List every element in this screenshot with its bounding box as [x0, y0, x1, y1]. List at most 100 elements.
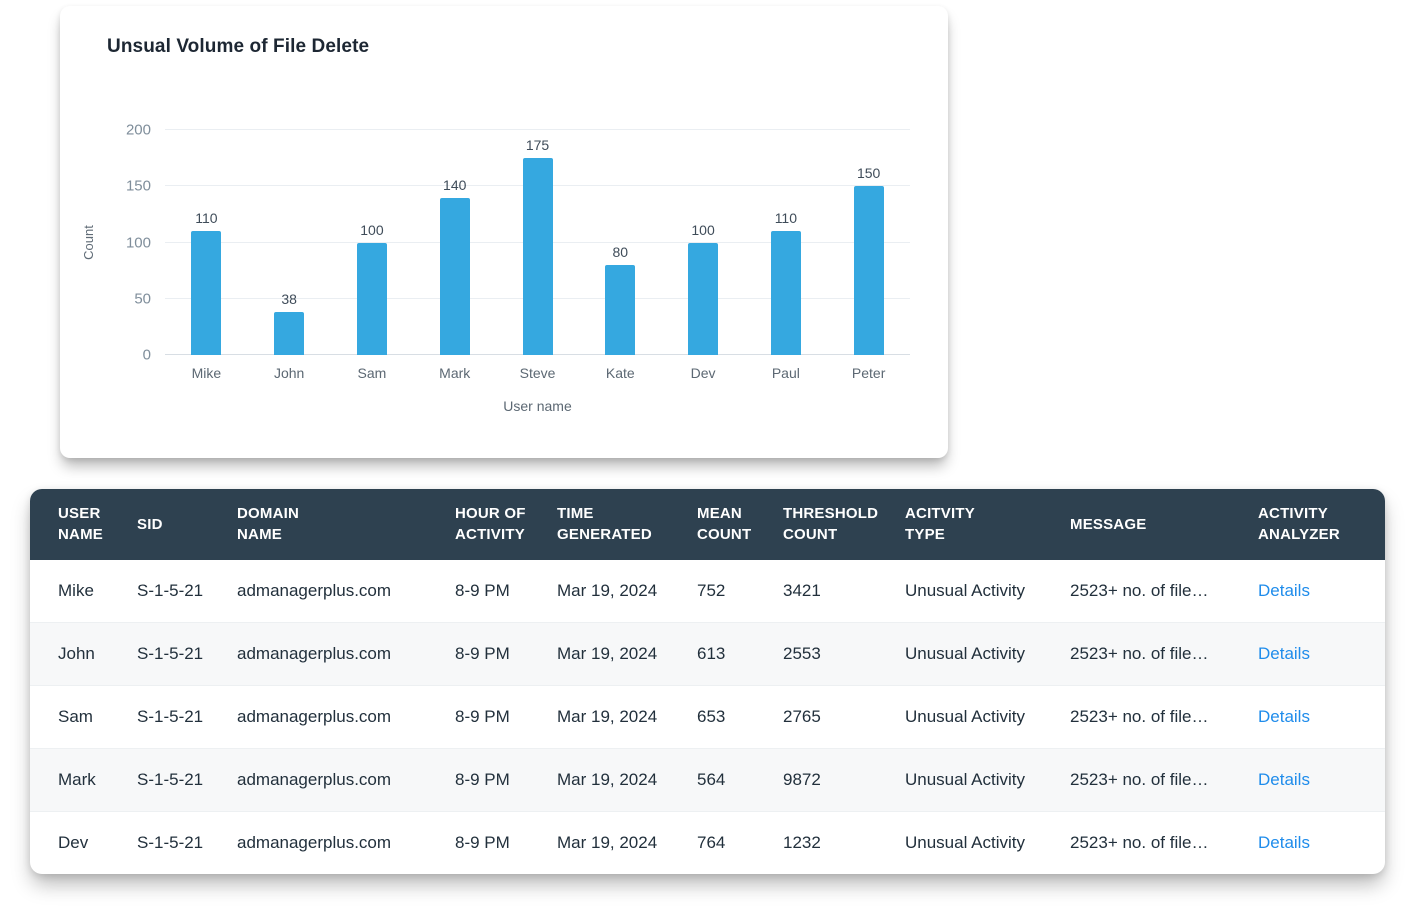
cell-sid: S-1-5-21: [137, 580, 204, 600]
gridline: [165, 129, 910, 130]
cell-domain-name: admanagerplus.com: [237, 684, 455, 749]
bar-paul: [770, 231, 801, 355]
cell-hour-of-activity: 8-9 PM: [455, 684, 557, 749]
bar-slot: 80: [579, 130, 662, 355]
table-row: John S-1-5-21 admanagerplus.com 8-9 PM Mar 1…: [30, 621, 1385, 686]
column-header-threshold-count: THRESHOLD COUNT: [783, 489, 905, 560]
bar-value-label: 110: [195, 210, 218, 227]
cell-time-generated: Mar 19, 2024: [557, 684, 697, 749]
cell-activity-type: Unusual Activity: [905, 684, 1070, 749]
details-link[interactable]: Details: [1258, 769, 1310, 789]
bar-value-label: 150: [856, 165, 881, 182]
bar-value-label: 38: [281, 291, 297, 308]
cell-hour-of-activity: 8-9 PM: [455, 810, 557, 874]
cell-threshold-count: 9872: [783, 747, 905, 812]
cell-activity-type: Unusual Activity: [905, 747, 1070, 812]
x-tick-label: John: [273, 365, 305, 381]
cell-time-generated: Mar 19, 2024: [557, 580, 658, 600]
cell-message: 2523+ no. of file…: [1070, 621, 1258, 686]
table-row: Sam S-1-5-21 admanagerplus.com 8-9 PM Mar 19…: [30, 684, 1385, 749]
chart-card: Unsual Volume of File Delete Count 110 38…: [60, 6, 948, 458]
y-tick-label: 0: [142, 346, 151, 364]
cell-threshold-count: 1232: [783, 810, 905, 874]
cell-domain-name: admanagerplus.com: [237, 747, 455, 812]
alerts-table-card: USER NAME SID DOMAIN NAME HOUR OF ACTIVITY T…: [30, 489, 1385, 874]
table-header-row: USER NAME SID DOMAIN NAME HOUR OF ACTIVITY T…: [30, 489, 1385, 560]
column-header-activity-type: ACITVITY TYPE: [905, 489, 1070, 560]
chart-title: Unsual Volume of File Delete: [107, 36, 370, 57]
cell-activity-analyzer: Details: [1258, 621, 1385, 686]
cell-mean-count: 653: [697, 684, 783, 749]
bar-slot: 140: [413, 130, 496, 355]
cell-domain-name: admanagerplus.com: [237, 810, 455, 874]
x-tick-label: Sam: [357, 365, 387, 381]
cell-mean-count: 764: [697, 810, 783, 874]
alerts-table: USER NAME SID DOMAIN NAME HOUR OF ACTIVITY T…: [30, 489, 1385, 874]
x-tick-labels-row: Mike John Sam Mark Steve Kate Dev Paul Peter: [165, 365, 910, 381]
cell-threshold-count: 2765: [783, 684, 905, 749]
bar-mike: [191, 231, 222, 355]
cell-domain-name: admanagerplus.com: [237, 621, 455, 686]
bar-kate: [605, 265, 636, 355]
cell-domain-name: admanagerplus.com: [237, 580, 392, 600]
x-tick-label: Steve: [519, 365, 556, 381]
cell-sid: S-1-5-21: [137, 747, 237, 812]
cell-threshold-count: 2553: [783, 621, 905, 686]
bar-slot: 110: [165, 130, 248, 355]
details-link[interactable]: Details: [1258, 643, 1310, 663]
column-header-time-generated: TIME GENERATED: [557, 489, 697, 560]
column-header-mean-count: MEAN COUNT: [697, 489, 783, 560]
cell-threshold-count: 3421: [783, 580, 821, 600]
bar-mark: [439, 197, 470, 355]
details-link[interactable]: Details: [1258, 832, 1310, 852]
bar-slot: 38: [248, 130, 331, 355]
column-header-sid: SID: [137, 489, 237, 560]
y-tick-label: 150: [125, 177, 151, 195]
cell-activity-type: Unusual Activity: [905, 810, 1070, 874]
bar-value-label: 80: [612, 244, 629, 260]
cell-message: 2523+ no. of file…: [1070, 684, 1258, 749]
column-header-domain-name: DOMAIN NAME: [237, 489, 455, 560]
cell-activity-type: Unusual Activity: [905, 621, 1070, 686]
y-tick-label: 50: [134, 290, 151, 308]
table-body: Mike S-1-5-21 admanagerplus.com 8-9 PM Mar 1…: [30, 560, 1385, 874]
details-link[interactable]: Details: [1258, 580, 1310, 600]
x-tick-label: Mike: [191, 365, 222, 381]
cell-time-generated: Mar 19, 2024: [557, 810, 697, 874]
bar-slot: 100: [331, 130, 414, 355]
table-row: Mike S-1-5-21 admanagerplus.com 8-9 PM Mar 1…: [30, 560, 1385, 623]
cell-user-name: Mike: [58, 580, 94, 600]
cell-activity-analyzer: Details: [1258, 560, 1385, 623]
y-tick-label: 200: [125, 121, 151, 139]
y-axis-label: Count: [80, 225, 96, 260]
cell-hour-of-activity: 8-9 PM: [455, 580, 510, 600]
y-tick-label: 100: [125, 234, 151, 251]
bar-dev: [688, 242, 719, 355]
column-header-message: MESSAGE: [1070, 489, 1258, 560]
cell-user-name: Dev: [30, 810, 137, 874]
cell-activity-analyzer: Details: [1258, 747, 1385, 812]
cell-activity-analyzer: Details: [1258, 684, 1385, 749]
bar-value-label: 175: [525, 137, 550, 154]
x-tick-label: Kate: [605, 365, 635, 381]
column-header-user-name: USER NAME: [30, 489, 137, 560]
cell-user-name: Mark: [30, 747, 137, 812]
cell-mean-count: 613: [697, 621, 783, 686]
bar-value-label: 100: [360, 221, 384, 238]
x-tick-label: Mark: [439, 365, 471, 381]
x-tick-label: Paul: [771, 365, 800, 381]
bars-row: 110 38 100 140 175 80 100 110 150: [165, 130, 910, 355]
cell-sid: S-1-5-21: [137, 810, 237, 874]
cell-user-name: Sam: [30, 684, 137, 749]
cell-activity-analyzer: Details: [1258, 810, 1385, 874]
table-row: Dev S-1-5-21 admanagerplus.com 8-9 PM Mar 19…: [30, 810, 1385, 874]
x-tick-label: Dev: [690, 365, 716, 381]
column-header-activity-analyzer: ACTIVITY ANALYZER: [1258, 489, 1385, 560]
details-link[interactable]: Details: [1258, 706, 1310, 726]
bar-slot: 110: [744, 130, 827, 355]
cell-sid: S-1-5-21: [137, 684, 237, 749]
cell-sid: S-1-5-21: [137, 621, 237, 686]
bar-sam: [356, 242, 387, 355]
bar-slot: 150: [827, 130, 910, 355]
cell-time-generated: Mar 19, 2024: [557, 621, 697, 686]
